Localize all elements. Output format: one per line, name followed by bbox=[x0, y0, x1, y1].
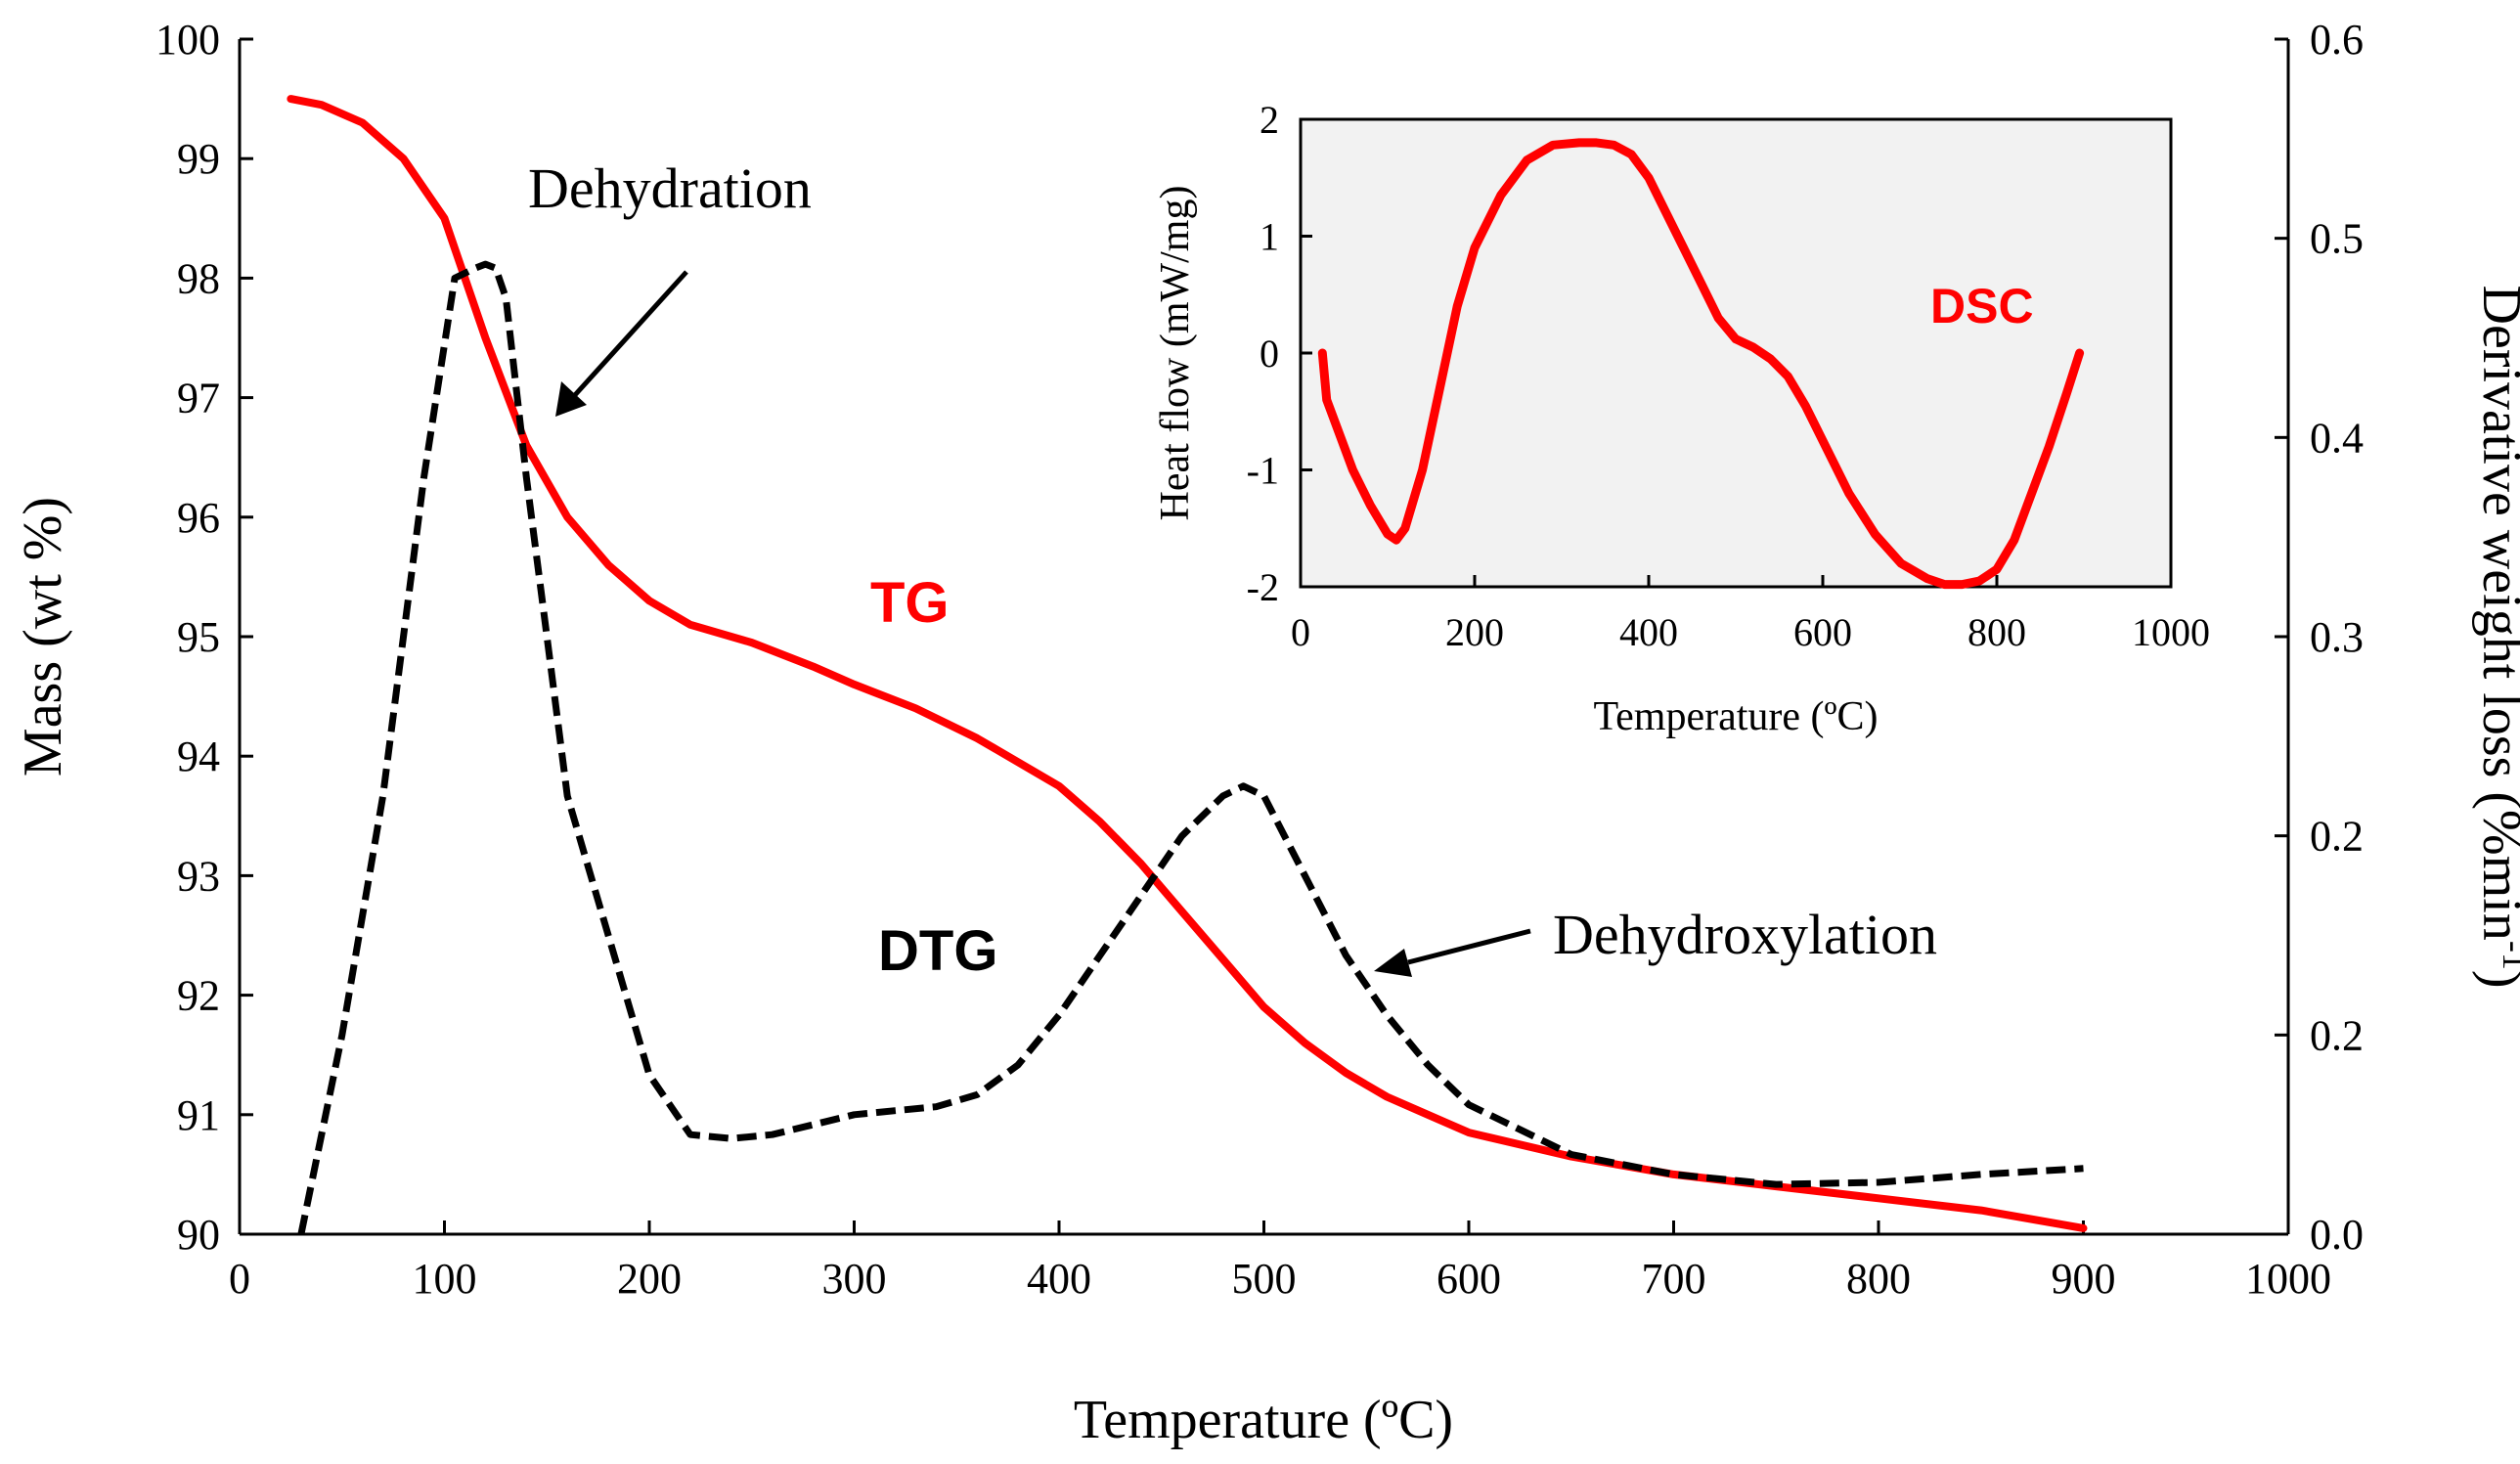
inset-ticks: 0 200 400 600 800 1000 -2 -1 0 1 2 bbox=[1247, 98, 2210, 654]
y2-tick-label: 0.2 bbox=[2310, 813, 2364, 861]
x-tick-label: 1000 bbox=[2245, 1255, 2331, 1303]
y2-tick-label: 0.3 bbox=[2310, 613, 2364, 661]
annotation-dehydroxylation: Dehydroxylation bbox=[1553, 903, 1937, 966]
y-tick-label: 91 bbox=[177, 1091, 220, 1139]
x-tick-label: 0 bbox=[229, 1255, 250, 1303]
inset-series bbox=[1317, 138, 2085, 590]
x-tick-label: 500 bbox=[1232, 1255, 1297, 1303]
inset-y-tick-label: 1 bbox=[1260, 215, 1279, 259]
inset-y-tick-label: -1 bbox=[1247, 449, 1279, 493]
y-tick-label: 100 bbox=[155, 16, 220, 64]
x-tick-label: 300 bbox=[822, 1255, 887, 1303]
inset-x-tick-label: 200 bbox=[1445, 610, 1504, 654]
inset-y-tick-label: 2 bbox=[1260, 98, 1279, 142]
y2-tick-label: 0.0 bbox=[2310, 1211, 2364, 1259]
x-tick-label: 900 bbox=[2052, 1255, 2116, 1303]
inset-y-axis-title: Heat flow (mW/mg) bbox=[1153, 186, 1198, 521]
y2-axis-title: Derivative weight loss (%min-1) bbox=[2471, 286, 2520, 989]
inset-x-tick-label: 1000 bbox=[2132, 610, 2210, 654]
arrow-dehydration bbox=[555, 270, 688, 417]
inset-x-tick-label: 800 bbox=[1967, 610, 2026, 654]
x-tick-label: 600 bbox=[1437, 1255, 1501, 1303]
y-tick-label: 92 bbox=[177, 972, 220, 1020]
inset-x-tick-label: 600 bbox=[1793, 610, 1852, 654]
x-tick-label: 200 bbox=[617, 1255, 682, 1303]
x-tick-label: 400 bbox=[1027, 1255, 1091, 1303]
main-ticks: 0 100 200 300 400 500 600 700 800 900 100090919293… bbox=[155, 16, 2364, 1303]
y2-tick-label: 0.5 bbox=[2310, 215, 2364, 263]
dtg-series-line bbox=[297, 260, 2084, 1235]
y2-tick-label: 0.6 bbox=[2310, 16, 2364, 64]
tg-series-line bbox=[287, 95, 2088, 1232]
x-tick-label: 800 bbox=[1846, 1255, 1911, 1303]
y-tick-label: 96 bbox=[177, 494, 220, 542]
y-axis-title: Mass (wt %) bbox=[13, 497, 73, 776]
inset-x-tick-label: 400 bbox=[1619, 610, 1678, 654]
arrow-dehydroxylation bbox=[1374, 928, 1531, 977]
x-tick-label: 700 bbox=[1642, 1255, 1706, 1303]
y-tick-label: 98 bbox=[177, 254, 220, 302]
x-tick-label: 100 bbox=[413, 1255, 477, 1303]
y2-axis-title-end: ) bbox=[2471, 970, 2520, 989]
dsc-inset: 0 200 400 600 800 1000 -2 -1 0 1 2 Temperature (ºC… bbox=[1153, 98, 2210, 739]
y-tick-label: 93 bbox=[177, 852, 220, 900]
y-tick-label: 90 bbox=[177, 1211, 220, 1259]
y-tick-label: 95 bbox=[177, 613, 220, 661]
inset-x-axis-title: Temperature (ºC) bbox=[1593, 694, 1878, 739]
y2-axis-title-main: Derivative weight loss (%min bbox=[2471, 286, 2520, 941]
y2-tick-label: 0.4 bbox=[2310, 414, 2364, 462]
y2-axis-title-sup: -1 bbox=[2496, 941, 2520, 970]
y-tick-label: 94 bbox=[177, 732, 220, 780]
y-tick-label: 97 bbox=[177, 375, 220, 422]
inset-x-tick-label: 0 bbox=[1291, 610, 1310, 654]
dsc-series-line bbox=[1317, 138, 2085, 590]
x-axis-title: Temperature (ºC) bbox=[1074, 1390, 1453, 1450]
main-series bbox=[287, 95, 2088, 1235]
inset-y-tick-label: -2 bbox=[1247, 565, 1279, 609]
tg-series-label: TG bbox=[870, 571, 950, 635]
dsc-series-label: DSC bbox=[1930, 279, 2034, 333]
y2-tick-label: 0.2 bbox=[2310, 1011, 2364, 1059]
annotation-dehydration: Dehydration bbox=[528, 156, 812, 220]
inset-y-tick-label: 0 bbox=[1260, 332, 1279, 376]
dtg-series-label: DTG bbox=[878, 919, 997, 983]
y-tick-label: 99 bbox=[177, 135, 220, 183]
inset-plot-area bbox=[1299, 117, 2173, 589]
